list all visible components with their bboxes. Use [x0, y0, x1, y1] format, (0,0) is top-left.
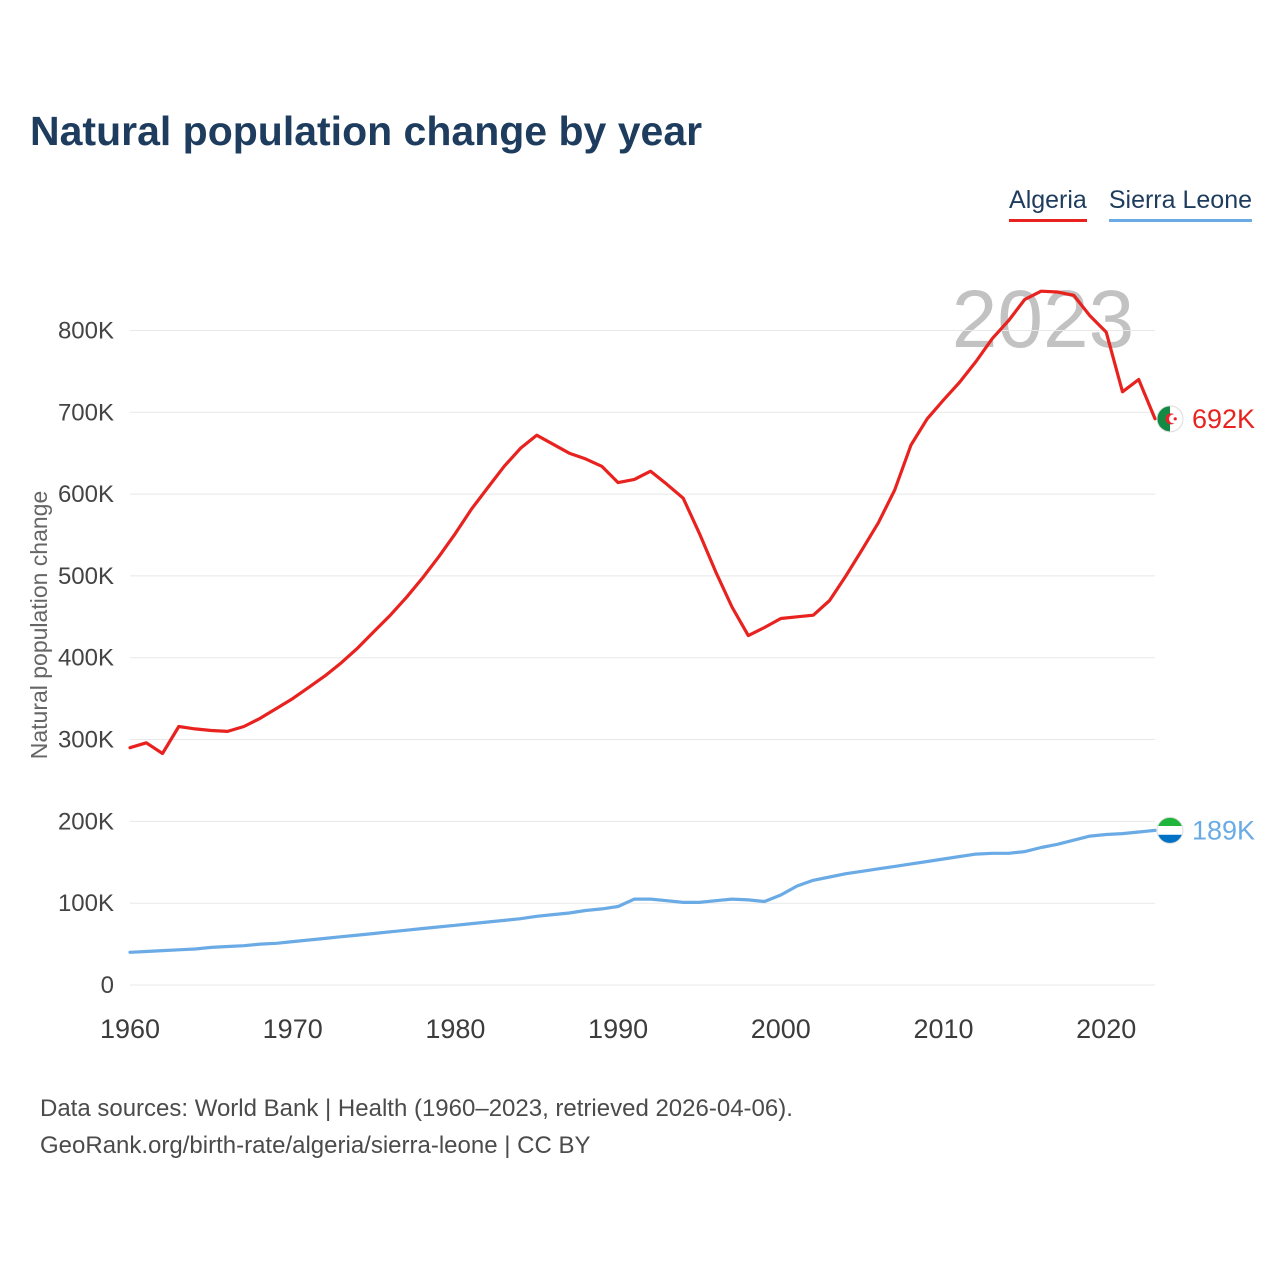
y-tick-label: 800K	[58, 318, 114, 345]
page-title: Natural population change by year	[30, 108, 703, 154]
sierra-leone-end-label: 189K	[1192, 815, 1255, 845]
algeria-line	[128, 289, 1157, 756]
x-tick-label: 1980	[425, 1014, 485, 1044]
y-tick-label: 600K	[58, 481, 114, 508]
x-tick-label: 2020	[1076, 1014, 1136, 1044]
algeria-flag-icon	[1156, 405, 1184, 433]
y-tick-label: 400K	[58, 645, 114, 672]
y-tick-label: 0	[101, 972, 114, 999]
legend: Algeria Sierra Leone	[1009, 186, 1252, 222]
x-tick-label: 2000	[751, 1014, 811, 1044]
sierra-leone-flag-icon	[1156, 816, 1184, 844]
y-tick-label: 700K	[58, 399, 114, 426]
algeria-end-label: 692K	[1192, 404, 1255, 434]
y-tick-label: 100K	[58, 890, 114, 917]
y-tick-label: 200K	[58, 808, 114, 835]
y-axis-label: Natural population change	[26, 491, 52, 760]
x-tick-label: 1960	[100, 1014, 160, 1044]
grid-layer: 0 100K 200K 300K 400K 500K 600K 700K 800K 1960 197…	[58, 318, 1155, 1044]
legend-item-sierra-leone[interactable]: Sierra Leone	[1108, 186, 1252, 222]
legend-item-algeria[interactable]: Algeria	[1009, 186, 1087, 222]
footer: Data sources: World Bank | Health (1960–…	[40, 1090, 793, 1164]
data-sources-line: Data sources: World Bank | Health (1960–…	[40, 1095, 793, 1122]
x-tick-label: 1970	[263, 1014, 323, 1044]
y-tick-label: 300K	[58, 727, 114, 754]
y-tick-label: 500K	[58, 563, 114, 590]
x-tick-label: 2010	[913, 1014, 973, 1044]
attribution-line: GeoRank.org/birth-rate/algeria/sierra-le…	[40, 1132, 591, 1159]
watermark-year: 2023	[952, 274, 1134, 365]
series-layer: 692K 189K	[128, 289, 1255, 954]
sierra-leone-line	[128, 828, 1157, 954]
x-tick-label: 1990	[588, 1014, 648, 1044]
